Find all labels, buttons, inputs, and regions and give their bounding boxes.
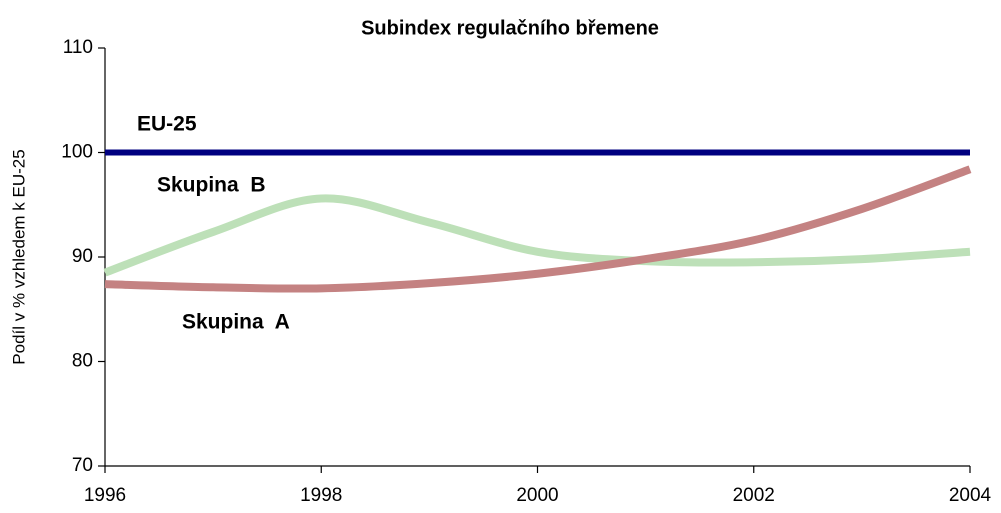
- x-tick-label: 2004: [949, 485, 992, 506]
- y-tick-label: 100: [61, 142, 93, 163]
- y-axis-label: Podíl v % vzhledem k EU-25: [9, 149, 28, 364]
- x-tick-label: 2002: [733, 485, 775, 506]
- series-label: Skupina B: [157, 174, 266, 197]
- y-tick-label: 110: [63, 37, 93, 58]
- series-label: EU-25: [137, 113, 197, 136]
- series-label: Skupina A: [182, 311, 290, 334]
- y-tick-label: 90: [72, 246, 93, 267]
- x-tick-label: 2000: [516, 485, 558, 506]
- x-tick-label: 1996: [84, 485, 126, 506]
- y-tick-label: 80: [72, 351, 93, 372]
- series-line: [103, 194, 971, 277]
- x-tick-label: 1998: [300, 485, 342, 506]
- chart-title: Subindex regulačního břemene: [361, 17, 659, 39]
- y-tick-label: 70: [72, 455, 93, 476]
- series-line: [104, 165, 972, 293]
